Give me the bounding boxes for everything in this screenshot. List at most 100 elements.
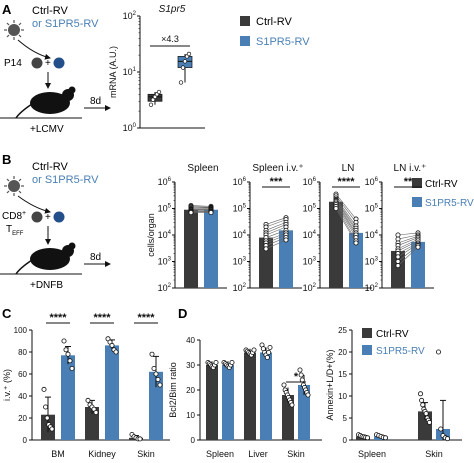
legend-b-swatch-ctrl	[412, 178, 422, 188]
legend-a-swatch-s1pr5	[240, 36, 250, 46]
paired-line	[335, 195, 357, 223]
legend-d-label-s1pr5: S1PR5-RV	[376, 346, 425, 357]
paired-line	[335, 201, 357, 234]
data-point	[65, 351, 71, 357]
paired-line	[190, 206, 212, 208]
y-tick-label: 40	[18, 392, 27, 401]
paired-line	[335, 193, 357, 220]
y-tick-label: 106	[365, 177, 379, 187]
panel-letter-c: C	[2, 306, 12, 321]
data-point	[113, 349, 119, 355]
paired-line	[190, 207, 212, 209]
data-point	[178, 80, 184, 85]
data-point	[93, 409, 99, 415]
schematic-a-cells-label: P14	[4, 58, 22, 69]
data-point	[67, 358, 73, 364]
y-tick-label: 100	[123, 123, 137, 133]
schematic-a-timepoint: 8d	[90, 96, 101, 107]
data-point	[151, 365, 157, 371]
paired-line	[397, 238, 419, 250]
paired-line	[265, 234, 287, 244]
paired-line	[335, 197, 357, 227]
legend-d-label-ctrl: Ctrl-RV	[376, 329, 409, 340]
data-point	[444, 436, 450, 442]
category-title: Spleen	[187, 163, 218, 174]
data-point	[186, 51, 192, 57]
y-tick-label: 103	[233, 257, 247, 267]
legend-a: Ctrl-RV S1PR5-RV	[240, 16, 310, 48]
panel-letter-b: B	[2, 152, 11, 167]
y-axis-label: mRNA (A.U.)	[108, 46, 118, 98]
data-point	[267, 344, 273, 350]
bar	[260, 352, 272, 440]
cell-icon-s1pr5	[53, 57, 65, 69]
data-point	[213, 359, 219, 365]
data-point	[85, 397, 91, 403]
schematic-a: Ctrl-RV or S1PR5-RV P14 + +LCMV 8d	[0, 5, 111, 135]
x-tick-label: BM	[51, 449, 65, 459]
y-axis-label: Bcl2/Bim ratio	[168, 362, 178, 418]
data-point	[395, 263, 401, 269]
data-point	[426, 419, 432, 425]
paired-line	[397, 240, 419, 252]
data-point	[208, 210, 214, 216]
schematic-b: Ctrl-RV or S1PR5-RV CD8+ TEFF + +DNFB 8d	[0, 161, 111, 291]
data-point	[297, 367, 303, 373]
data-point	[263, 246, 269, 252]
y-axis-label: cells/organ	[146, 213, 156, 257]
bar	[298, 385, 310, 440]
data-point	[382, 435, 388, 441]
y-tick-label: 0	[343, 436, 348, 445]
paired-line	[265, 217, 287, 225]
paired-line	[397, 245, 419, 262]
y-tick-label: 103	[303, 257, 317, 267]
category-title: Spleen i.v.⁺	[252, 163, 303, 174]
data-point	[353, 240, 359, 246]
paired-line	[265, 239, 287, 250]
data-point	[289, 402, 295, 408]
data-point	[109, 342, 115, 348]
paired-line	[397, 242, 419, 254]
data-point	[333, 205, 339, 211]
cell-icon-s1pr5	[53, 211, 65, 223]
bar	[149, 371, 163, 440]
y-tick-label: 102	[158, 283, 172, 293]
paired-line	[397, 246, 419, 266]
paired-line	[335, 202, 357, 236]
legend-b: Ctrl-RV S1PR5-RV	[412, 178, 474, 209]
cell-icon-ctrl	[31, 211, 43, 223]
data-point	[305, 392, 311, 398]
x-tick-label: Kidney	[88, 449, 116, 459]
data-point	[251, 347, 257, 353]
bar	[206, 365, 218, 440]
paired-line	[397, 232, 419, 236]
annotation-fold-change: ×4.3	[161, 34, 179, 44]
y-tick-label: 104	[233, 230, 247, 240]
y-tick-label: 105	[158, 204, 172, 214]
y-tick-label: 15	[338, 370, 347, 379]
legend-d-swatch-s1pr5	[362, 345, 372, 355]
data-point	[298, 372, 304, 378]
significance-label: ****	[49, 312, 67, 324]
data-point	[188, 210, 194, 216]
data-point	[229, 359, 235, 365]
paired-line	[265, 226, 287, 236]
bar	[61, 355, 75, 440]
data-point	[69, 365, 75, 371]
data-point	[153, 371, 159, 377]
x-tick-label: Liver	[248, 449, 268, 459]
paired-line	[397, 235, 419, 244]
paired-line	[335, 204, 357, 238]
y-tick-label: 106	[158, 177, 172, 187]
x-tick-label: Skin	[425, 449, 443, 459]
schematic-a-label-ctrl: Ctrl-RV	[32, 5, 69, 17]
x-tick-label: Skin	[287, 449, 305, 459]
paired-line	[265, 222, 287, 231]
y-tick-label: 20	[338, 348, 347, 357]
data-point	[156, 89, 162, 95]
y-axis-label: i.v.⁺ (%)	[2, 369, 12, 401]
bar	[204, 209, 218, 288]
category-title: LN i.v.⁺	[394, 163, 427, 174]
paired-line	[265, 224, 287, 234]
y-tick-label: 25	[338, 326, 347, 335]
